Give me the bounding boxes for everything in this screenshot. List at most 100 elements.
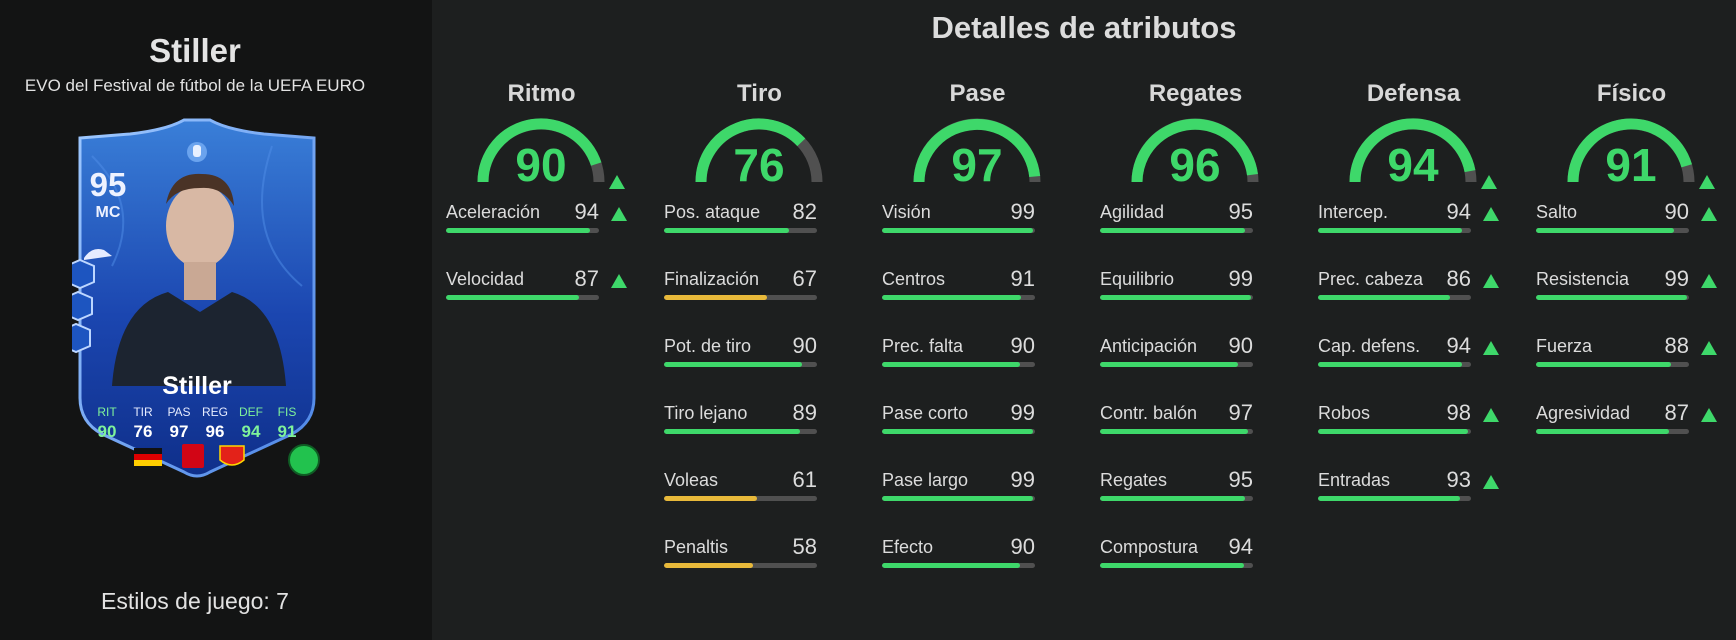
stat-row[interactable]: Prec. falta 90 [880,328,1075,395]
stat-bar [664,228,817,233]
trophy-icon [187,142,207,162]
stat-bar [1100,295,1253,300]
stat-value: 98 [1446,400,1471,425]
stat-bar [664,496,817,501]
upgrade-arrow-icon [1481,175,1497,189]
stat-row[interactable]: Fuerza 88 [1534,328,1729,395]
upgrade-arrow-icon [1483,274,1499,288]
stat-row[interactable]: Prec. cabeza 86 [1316,261,1511,328]
category-gauge: 76 [662,114,857,194]
card-stat-value: 76 [133,422,153,441]
stat-row[interactable]: Equilibrio 99 [1098,261,1293,328]
category-name: Defensa [1366,80,1461,107]
stat-bar-fill [882,228,1034,233]
stat-label: Agilidad [1100,202,1165,222]
category-name: Ritmo [507,80,576,107]
player-panel: Stiller EVO del Festival de fútbol de la… [0,0,432,640]
stat-bar [1536,362,1689,367]
gauge-fill [1131,118,1258,183]
category-gauge: 91 [1534,114,1729,194]
stat-value: 95 [1228,199,1253,224]
stat-bar [882,228,1035,233]
player-card[interactable]: 95 MC Stiller RIT TIR PAS REG DEF FIS 90 76 97 9… [61,116,322,489]
playstyle-icons [61,258,95,354]
stat-value: 90 [1010,333,1035,358]
stat-bar [882,362,1035,367]
stat-row[interactable]: Pase largo 99 [880,462,1075,529]
stat-bar-fill [664,496,758,501]
stat-label: Tiro lejano [664,403,748,423]
stat-bar [664,563,817,568]
stat-bar [882,429,1035,434]
stat-label: Efecto [882,537,934,557]
upgrade-arrow-icon [1483,207,1499,221]
stat-row[interactable]: Velocidad 87 [444,261,639,328]
stat-bar-fill [1100,429,1249,434]
stat-row[interactable]: Regates 95 [1098,462,1293,529]
stat-value: 94 [574,199,599,224]
stat-row[interactable]: Entradas 93 [1316,462,1511,529]
stat-bar-fill [1536,228,1674,233]
card-stat-value: 90 [97,422,117,441]
stat-label: Pase corto [882,403,969,423]
stat-bar-fill [664,362,802,367]
stat-bar-fill [446,228,590,233]
playstyles-count[interactable]: Estilos de juego: 7 [101,588,289,614]
stat-row[interactable]: Anticipación 90 [1098,328,1293,395]
stat-label: Regates [1100,470,1168,490]
stat-bar [882,496,1035,501]
stat-row[interactable]: Salto 90 [1534,194,1729,261]
stat-value: 99 [1010,467,1035,492]
stat-row[interactable]: Agresividad 87 [1534,395,1729,462]
card-frame [61,118,320,478]
category-gauge: 90 [444,114,639,194]
upgrade-arrow-icon [1701,274,1717,288]
card-stat-label: TIR [133,405,153,419]
stat-row[interactable]: Robos 98 [1316,395,1511,462]
stat-bar-fill [1536,429,1670,434]
stat-bar-fill [1100,295,1252,300]
stat-row[interactable]: Cap. defens. 94 [1316,328,1511,395]
stat-label: Fuerza [1536,336,1593,356]
stat-value: 90 [1010,534,1035,559]
stat-row[interactable]: Tiro lejano 89 [662,395,857,462]
stat-label: Robos [1318,403,1371,423]
club-icon [219,445,245,466]
stat-row[interactable]: Compostura 94 [1098,529,1293,596]
stat-row[interactable]: Resistencia 99 [1534,261,1729,328]
category-0: Ritmo 90 Aceleración 94 Velocidad 87 [444,80,639,328]
stat-bar-fill [882,362,1020,367]
stat-bar [1536,228,1689,233]
category-name: Físico [1596,80,1667,107]
stat-row[interactable]: Aceleración 94 [444,194,639,261]
stat-row[interactable]: Contr. balón 97 [1098,395,1293,462]
stat-value: 94 [1228,534,1253,559]
stat-row[interactable]: Pase corto 99 [880,395,1075,462]
category-value: 76 [733,139,785,191]
stat-row[interactable]: Agilidad 95 [1098,194,1293,261]
upgrade-arrow-icon [1483,408,1499,422]
stat-bar-fill [664,429,801,434]
stat-row[interactable]: Pot. de tiro 90 [662,328,857,395]
card-type: EVO del Festival de fútbol de la UEFA EU… [24,76,366,95]
stat-row[interactable]: Visión 99 [880,194,1075,261]
stat-row[interactable]: Voleas 61 [662,462,857,529]
category-value: 97 [951,139,1003,191]
stat-bar-fill [1100,496,1246,501]
stat-row[interactable]: Intercep. 94 [1316,194,1511,261]
stat-row[interactable]: Finalización 67 [662,261,857,328]
stat-label: Pot. de tiro [664,336,752,356]
stat-row[interactable]: Efecto 90 [880,529,1075,596]
stat-row[interactable]: Centros 91 [880,261,1075,328]
stat-bar [1100,563,1253,568]
stat-value: 61 [792,467,817,492]
category-3: Regates 96 Agilidad 95 Equilibrio 99 Anticipac… [1098,80,1293,596]
upgrade-arrow-icon [1483,341,1499,355]
stat-bar-fill [664,295,767,300]
stat-row[interactable]: Pos. ataque 82 [662,194,857,261]
stat-value: 88 [1664,333,1689,358]
stat-bar [446,228,599,233]
stat-value: 93 [1446,467,1471,492]
stat-row[interactable]: Penaltis 58 [662,529,857,596]
gauge-fill [1567,118,1692,183]
